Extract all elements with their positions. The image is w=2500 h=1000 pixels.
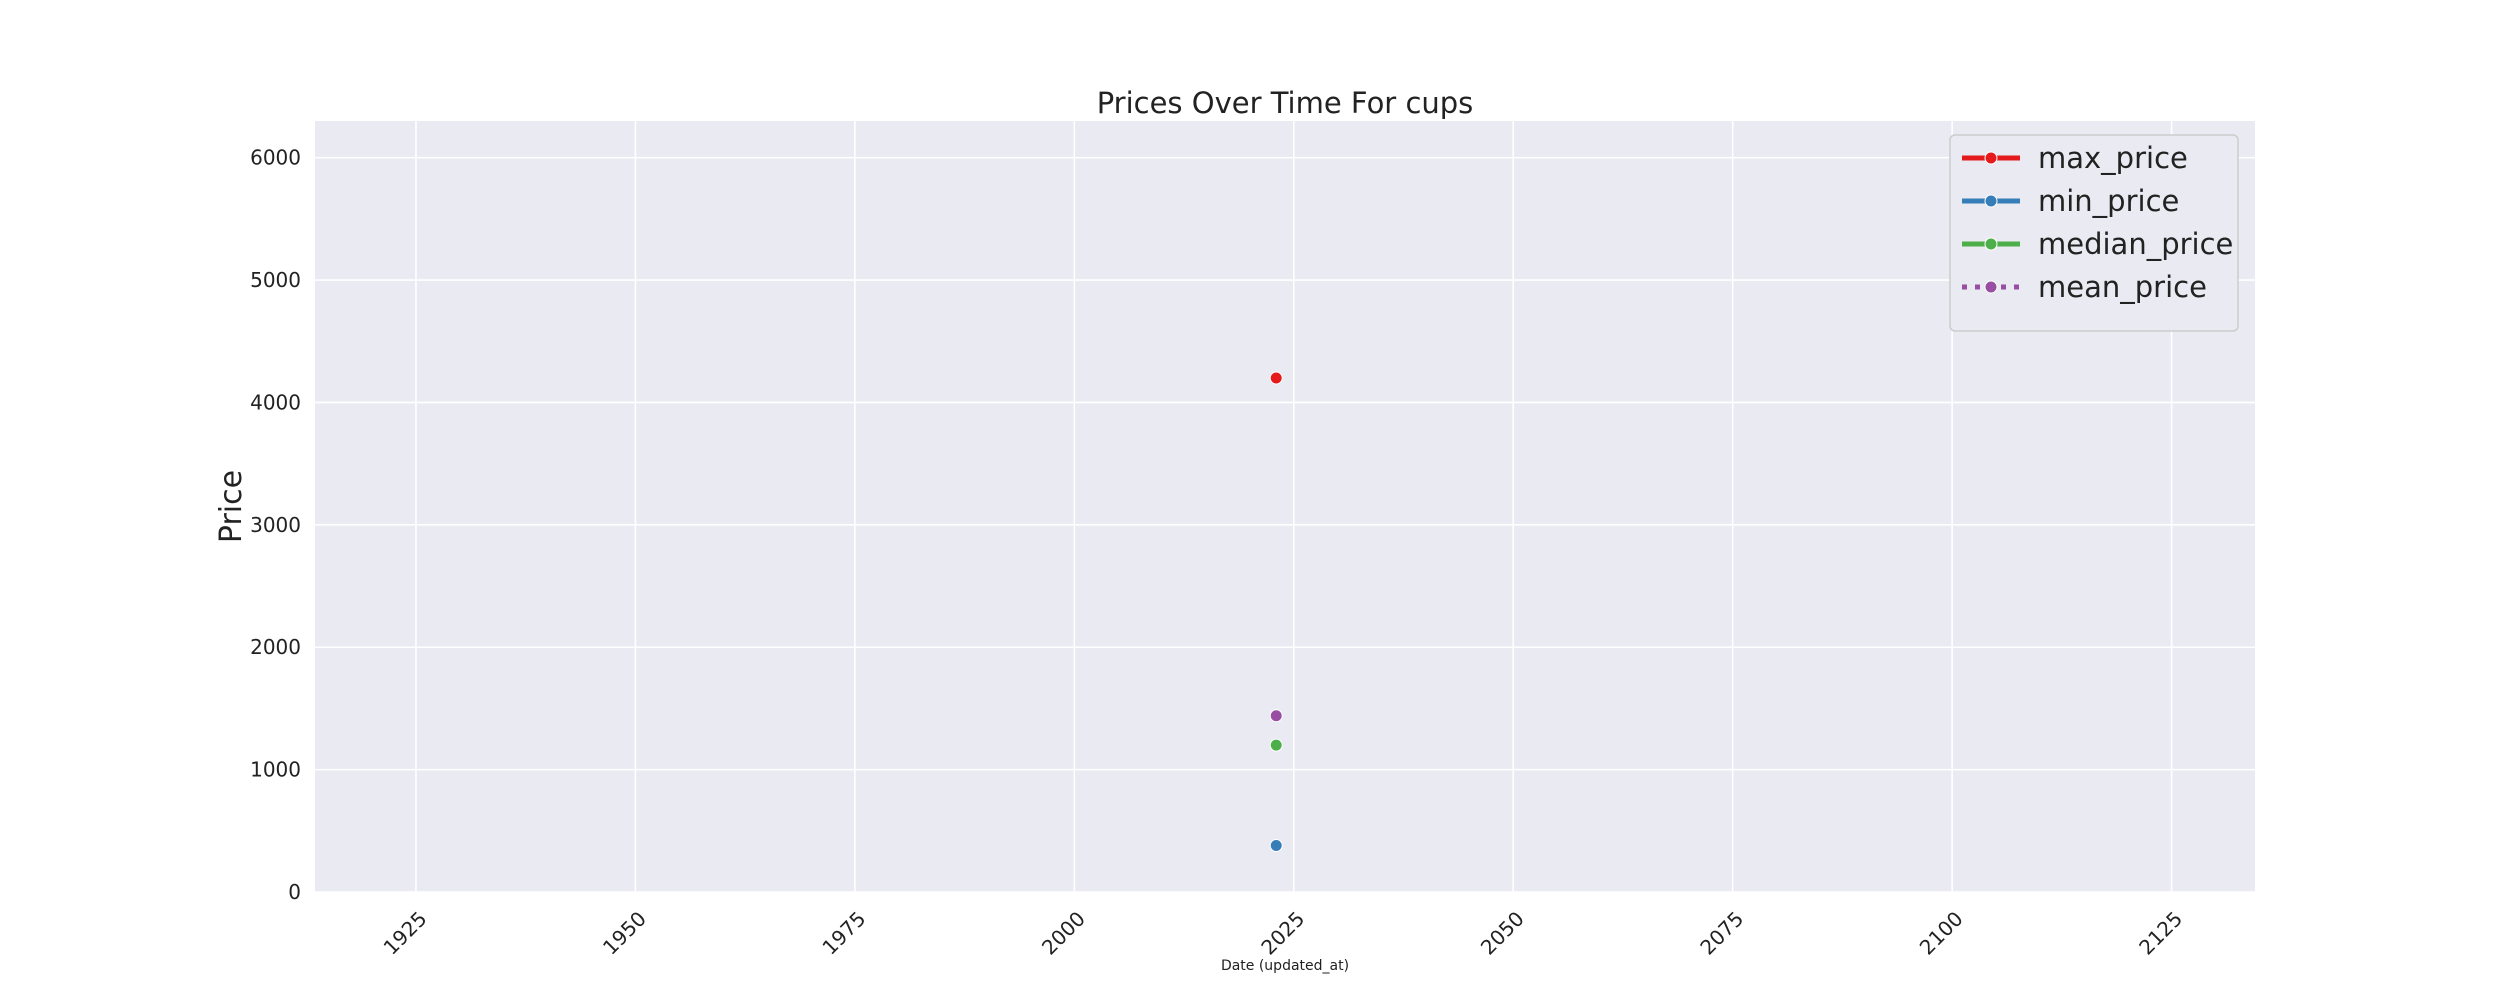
legend-min-price-marker bbox=[1984, 194, 1998, 208]
x-tick-label: 2100 bbox=[1915, 907, 1968, 960]
plot-area bbox=[315, 121, 2255, 892]
y-tick-label: 1000 bbox=[250, 758, 301, 782]
x-tick-label: 1950 bbox=[598, 907, 651, 960]
x-axis-label: Date (updated_at) bbox=[1221, 958, 1349, 974]
legend-max-price-label: max_price bbox=[2038, 141, 2188, 175]
x-tick-label: 2025 bbox=[1256, 907, 1309, 960]
legend-mean-price-marker bbox=[1984, 280, 1998, 294]
legend-box bbox=[1949, 134, 2239, 332]
median-price-point bbox=[1269, 738, 1283, 752]
x-tick-labels: 1925 1950 1975 2000 2025 2050 2075 2100 2125 bbox=[379, 907, 2188, 960]
legend-median-price-marker bbox=[1984, 237, 1998, 251]
y-axis-label: Price bbox=[214, 470, 249, 543]
min-price-point bbox=[1269, 838, 1283, 852]
y-tick-label: 0 bbox=[288, 880, 301, 904]
data-points bbox=[1269, 371, 1283, 852]
x-tick-label: 2075 bbox=[1695, 907, 1748, 960]
x-tick-label: 2125 bbox=[2134, 907, 2187, 960]
legend-min-price-label: min_price bbox=[2038, 184, 2179, 218]
x-tick-label: 2000 bbox=[1037, 907, 1090, 960]
y-tick-labels: 0 1000 2000 3000 4000 5000 6000 bbox=[250, 146, 301, 904]
x-tick-label: 1925 bbox=[379, 907, 432, 960]
y-tick-label: 2000 bbox=[250, 635, 301, 659]
legend-median-price-label: median_price bbox=[2038, 227, 2233, 261]
y-tick-label: 6000 bbox=[250, 146, 301, 170]
chart-title: Prices Over Time For cups bbox=[1097, 86, 1474, 120]
y-tick-label: 3000 bbox=[250, 513, 301, 537]
mean-price-point bbox=[1269, 709, 1283, 723]
legend: max_price min_price median_price mean_price bbox=[1949, 134, 2239, 332]
x-tick-label: 1975 bbox=[817, 907, 870, 960]
legend-max-price-marker bbox=[1984, 151, 1998, 165]
y-tick-label: 4000 bbox=[250, 390, 301, 414]
max-price-point bbox=[1269, 371, 1283, 385]
legend-mean-price-label: mean_price bbox=[2038, 270, 2207, 304]
y-gridlines bbox=[315, 156, 2255, 893]
x-tick-label: 2050 bbox=[1476, 907, 1529, 960]
y-tick-label: 5000 bbox=[250, 268, 301, 292]
